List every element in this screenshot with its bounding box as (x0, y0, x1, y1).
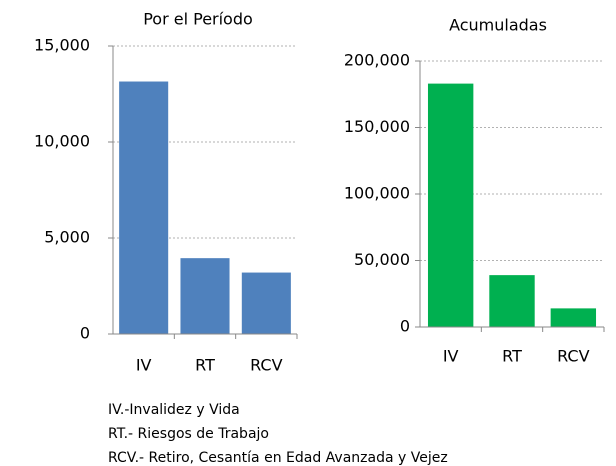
chart-title: Por el Período (143, 10, 253, 29)
y-tick-label: 10,000 (34, 132, 90, 151)
y-tick-label: 5,000 (44, 228, 90, 247)
chart-title: Acumuladas (449, 16, 547, 35)
x-tick-label: RT (195, 356, 215, 375)
bar (119, 81, 169, 335)
y-tick-label: 0 (400, 317, 410, 336)
x-tick-label: RT (502, 347, 522, 366)
y-tick-label: 100,000 (344, 184, 410, 203)
y-tick-label: 50,000 (354, 250, 410, 269)
bar (180, 258, 230, 334)
bar (550, 308, 597, 327)
bar (489, 275, 535, 327)
note: RT.- Riesgos de Trabajo (108, 426, 269, 442)
note: IV.-Invalidez y Vida (108, 402, 240, 418)
y-tick-label: 150,000 (344, 117, 410, 136)
x-tick-label: IV (136, 356, 152, 375)
x-tick-label: IV (443, 347, 459, 366)
note: RCV.- Retiro, Cesantía en Edad Avanzada … (108, 450, 448, 466)
y-tick-label: 0 (80, 324, 90, 343)
x-tick-label: RCV (557, 347, 589, 366)
bar (427, 83, 474, 327)
bar (241, 272, 291, 334)
x-tick-label: RCV (250, 356, 282, 375)
y-tick-label: 15,000 (34, 36, 90, 55)
y-tick-label: 200,000 (344, 51, 410, 70)
